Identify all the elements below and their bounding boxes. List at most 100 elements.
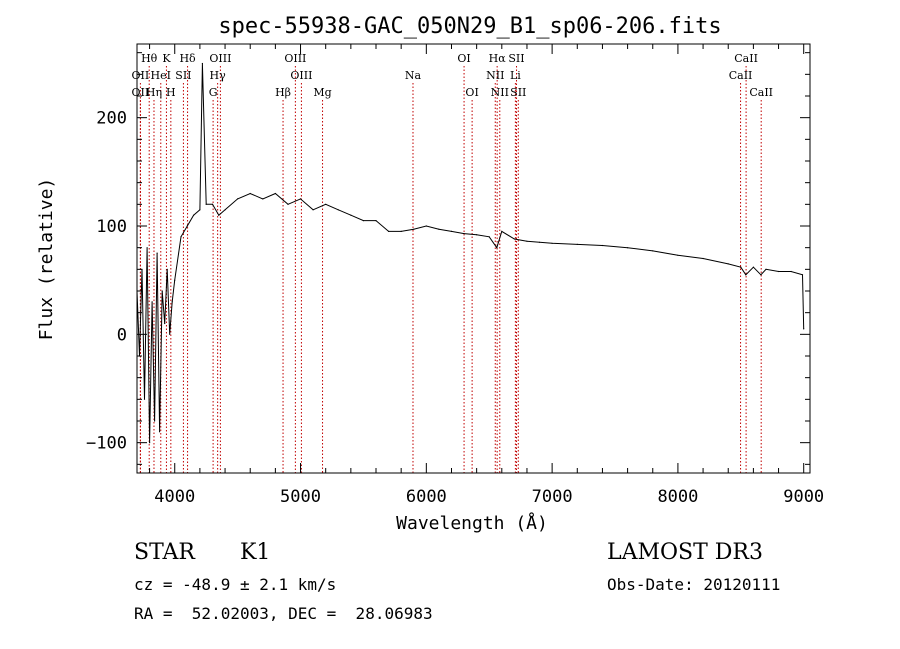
chart-title: spec-55938-GAC_050N29_B1_sp06-206.fits bbox=[218, 14, 721, 39]
y-axis-label: Flux (relative) bbox=[36, 178, 57, 341]
series-line-spectrum bbox=[136, 63, 805, 443]
data-point bbox=[149, 442, 151, 444]
plot-frame bbox=[136, 43, 811, 474]
data-point bbox=[752, 266, 755, 268]
spectral-line-label: Hγ bbox=[210, 69, 227, 82]
spectral-line-label: OII bbox=[132, 69, 150, 82]
y-tick-label: −100 bbox=[86, 434, 127, 454]
spectral-line-label: HeI bbox=[151, 69, 171, 82]
data-point bbox=[262, 198, 264, 200]
series-layer bbox=[136, 62, 805, 444]
x-tick-label: 7000 bbox=[532, 487, 573, 507]
spectral-line-label: K bbox=[162, 52, 171, 65]
data-point bbox=[745, 274, 747, 276]
data-point bbox=[526, 240, 528, 242]
redshift-cz: cz = -48.9 ± 2.1 km/s bbox=[134, 575, 337, 594]
spectral-line-label: SII bbox=[508, 52, 524, 65]
obs-date: Obs-Date: 20120111 bbox=[607, 575, 781, 594]
x-tick-label: 5000 bbox=[280, 487, 321, 507]
data-point bbox=[171, 301, 173, 303]
coordinates: RA = 52.02003, DEC = 28.06983 bbox=[134, 604, 433, 623]
spectral-line-label: SII bbox=[175, 69, 191, 82]
data-point bbox=[450, 230, 453, 232]
data-point bbox=[576, 243, 578, 245]
x-tick-label: 9000 bbox=[783, 487, 824, 507]
object-subclass: K1 bbox=[240, 540, 271, 565]
data-point bbox=[388, 230, 390, 232]
data-point bbox=[803, 328, 805, 330]
data-point bbox=[677, 254, 679, 256]
data-point bbox=[205, 203, 207, 205]
data-point bbox=[156, 252, 158, 254]
data-point bbox=[164, 322, 166, 325]
data-point bbox=[350, 214, 352, 216]
data-point bbox=[438, 228, 440, 230]
data-point bbox=[201, 62, 203, 65]
spectral-line-label: Hα bbox=[489, 52, 507, 65]
spectral-line-label: SII bbox=[510, 86, 526, 99]
data-point bbox=[601, 244, 604, 247]
ticks-layer: 4000 5000 6000 7000 8000 9000 −100 0 100 200 bbox=[86, 44, 824, 507]
data-point bbox=[312, 209, 314, 211]
data-point bbox=[174, 279, 176, 281]
spectral-line-label: NII bbox=[486, 69, 504, 82]
data-point bbox=[186, 225, 188, 227]
data-point bbox=[538, 241, 541, 243]
spectral-line-label: Hδ bbox=[179, 52, 196, 65]
data-point bbox=[760, 274, 762, 276]
spectral-line-label: CaII bbox=[729, 69, 753, 82]
data-point bbox=[362, 220, 364, 222]
spectral-line-label: CaII bbox=[734, 52, 758, 65]
data-point bbox=[224, 209, 226, 211]
data-point bbox=[146, 247, 148, 249]
data-point bbox=[274, 192, 276, 195]
data-point bbox=[249, 192, 251, 195]
data-point bbox=[325, 203, 327, 205]
data-point bbox=[193, 214, 195, 216]
spectral-line-label: OIII bbox=[290, 69, 312, 82]
data-point bbox=[801, 274, 804, 276]
spectral-line-label: Hθ bbox=[141, 52, 158, 65]
data-point bbox=[413, 228, 415, 230]
spectral-line-label: H bbox=[166, 86, 176, 99]
data-point bbox=[199, 209, 201, 211]
data-point bbox=[159, 431, 161, 433]
data-point bbox=[337, 209, 339, 211]
spectral-line-label: Hβ bbox=[275, 86, 291, 99]
spectral-line-label: OIII bbox=[284, 52, 306, 65]
data-point bbox=[476, 234, 478, 236]
data-point bbox=[287, 203, 289, 205]
data-point bbox=[425, 225, 427, 227]
data-point bbox=[400, 230, 402, 232]
spectral-line-label: G bbox=[209, 86, 218, 99]
data-point bbox=[627, 247, 629, 249]
spectral-line-label: OI bbox=[457, 52, 470, 65]
spectral-line-label: Li bbox=[510, 69, 521, 82]
data-point bbox=[740, 266, 742, 268]
data-point bbox=[463, 233, 465, 235]
data-point bbox=[211, 203, 214, 205]
data-point bbox=[513, 238, 516, 240]
x-tick-label: 4000 bbox=[154, 487, 195, 507]
data-point bbox=[237, 198, 239, 200]
data-point bbox=[154, 420, 156, 422]
spectral-line-label: CaII bbox=[749, 86, 773, 99]
spectral-line-label: Hη bbox=[146, 86, 162, 99]
data-point bbox=[375, 220, 377, 222]
spectral-line-label: Mg bbox=[313, 86, 331, 99]
spectral-line-label: Na bbox=[405, 69, 422, 82]
x-axis-label: Wavelength (Å) bbox=[396, 512, 548, 534]
data-point bbox=[501, 230, 503, 232]
data-point bbox=[180, 236, 182, 238]
data-point bbox=[488, 236, 490, 238]
data-point bbox=[765, 268, 767, 270]
data-point bbox=[169, 333, 171, 335]
data-point bbox=[161, 290, 163, 292]
data-point bbox=[727, 263, 729, 265]
x-tick-label: 6000 bbox=[406, 487, 447, 507]
object-class: STAR bbox=[134, 540, 195, 565]
data-point bbox=[790, 270, 792, 273]
spectral-line-label: NII bbox=[491, 86, 509, 99]
